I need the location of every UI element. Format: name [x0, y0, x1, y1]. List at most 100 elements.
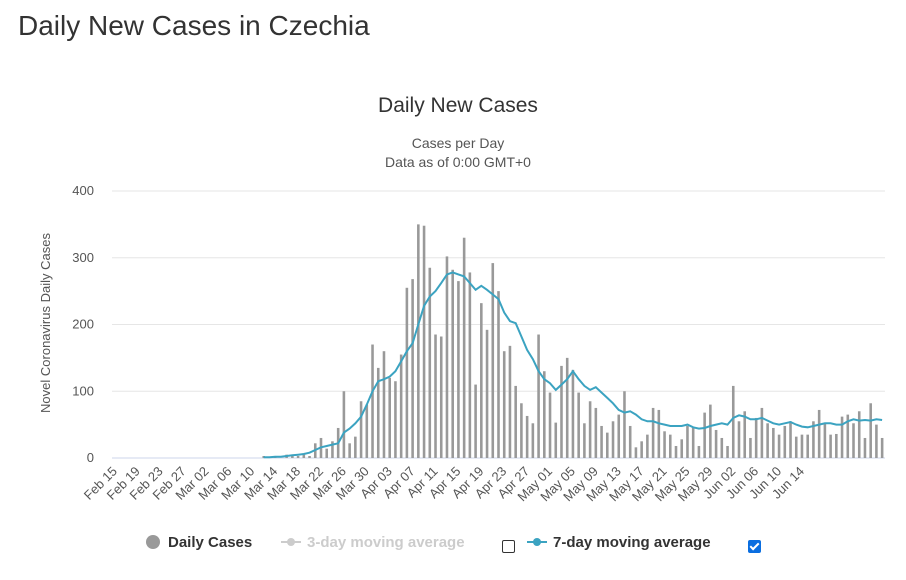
bar[interactable] — [411, 279, 414, 458]
bar[interactable] — [823, 423, 827, 458]
bar[interactable] — [623, 391, 626, 458]
bar[interactable] — [812, 421, 815, 458]
bar[interactable] — [651, 407, 655, 458]
bar[interactable] — [376, 367, 380, 458]
bar[interactable] — [445, 256, 449, 458]
bar[interactable] — [600, 425, 603, 458]
bar[interactable] — [491, 263, 495, 458]
bar[interactable] — [783, 425, 787, 458]
bar[interactable] — [525, 415, 529, 458]
bar[interactable] — [611, 421, 615, 458]
bar[interactable] — [628, 425, 632, 458]
bar[interactable] — [772, 427, 775, 458]
bar[interactable] — [365, 404, 369, 458]
bar[interactable] — [394, 381, 397, 458]
bar[interactable] — [554, 422, 558, 458]
bar[interactable] — [686, 425, 689, 458]
bar[interactable] — [548, 392, 552, 458]
bar[interactable] — [302, 454, 306, 458]
bar[interactable] — [857, 411, 861, 458]
bar[interactable] — [817, 409, 821, 458]
bar[interactable] — [697, 445, 701, 458]
bar[interactable] — [531, 423, 535, 458]
bar[interactable] — [308, 455, 311, 458]
bar[interactable] — [348, 443, 351, 458]
bar[interactable] — [399, 354, 403, 458]
bar[interactable] — [371, 344, 374, 458]
bar[interactable] — [565, 357, 569, 458]
bar[interactable] — [462, 237, 466, 458]
bar[interactable] — [634, 447, 638, 458]
bar[interactable] — [382, 351, 386, 458]
bar[interactable] — [417, 224, 420, 458]
bar[interactable] — [835, 433, 838, 458]
bar[interactable] — [480, 303, 483, 458]
bar[interactable] — [502, 351, 506, 458]
bar[interactable] — [331, 441, 334, 458]
bar[interactable] — [405, 287, 409, 458]
bar[interactable] — [520, 403, 523, 458]
bar[interactable] — [583, 423, 586, 458]
bar[interactable] — [497, 291, 500, 458]
bar[interactable] — [485, 329, 489, 458]
bar[interactable] — [703, 412, 706, 458]
bar[interactable] — [880, 437, 884, 458]
legend-daily-cases[interactable]: Daily Cases — [146, 534, 252, 551]
bar[interactable] — [474, 384, 477, 458]
bar[interactable] — [354, 436, 357, 458]
bar[interactable] — [537, 334, 540, 458]
bar[interactable] — [680, 439, 684, 458]
bar[interactable] — [588, 401, 592, 458]
bar[interactable] — [789, 421, 792, 458]
bar[interactable] — [731, 385, 735, 458]
bar[interactable] — [806, 434, 809, 458]
bar[interactable] — [646, 434, 649, 458]
bar[interactable] — [291, 454, 294, 458]
bar[interactable] — [709, 404, 712, 458]
bar[interactable] — [875, 424, 878, 458]
bar[interactable] — [606, 432, 609, 458]
legend-7day-average[interactable]: 7-day moving average — [527, 534, 711, 551]
bar[interactable] — [691, 427, 695, 458]
bar[interactable] — [468, 272, 472, 458]
bar[interactable] — [794, 436, 798, 458]
bar[interactable] — [829, 434, 832, 458]
checkbox-7day-average[interactable] — [748, 540, 761, 553]
bar[interactable] — [342, 391, 346, 458]
bar[interactable] — [760, 407, 764, 458]
bar[interactable] — [754, 417, 758, 458]
bar[interactable] — [749, 437, 752, 458]
bar[interactable] — [737, 421, 741, 458]
bar[interactable] — [422, 225, 426, 458]
checkbox-3day-average[interactable] — [502, 540, 515, 553]
bar[interactable] — [743, 411, 747, 458]
bar[interactable] — [514, 385, 517, 458]
bar[interactable] — [543, 371, 546, 458]
bar[interactable] — [359, 401, 363, 458]
bar[interactable] — [508, 345, 512, 458]
bar[interactable] — [439, 336, 443, 458]
bar[interactable] — [657, 409, 661, 458]
bar[interactable] — [840, 416, 844, 458]
bar[interactable] — [714, 429, 718, 458]
bar[interactable] — [451, 269, 454, 458]
bar[interactable] — [571, 369, 575, 458]
bar[interactable] — [852, 423, 855, 458]
bar[interactable] — [846, 414, 850, 458]
bar[interactable] — [325, 448, 329, 458]
bar[interactable] — [434, 334, 437, 458]
bar[interactable] — [296, 455, 300, 458]
bar[interactable] — [388, 377, 391, 458]
bar[interactable] — [457, 281, 460, 458]
bar[interactable] — [668, 434, 672, 458]
legend-3day-average[interactable]: 3-day moving average — [281, 534, 465, 551]
bar[interactable] — [577, 392, 580, 458]
bar[interactable] — [777, 434, 781, 458]
bar[interactable] — [863, 437, 867, 458]
bar[interactable] — [726, 445, 729, 458]
bar[interactable] — [674, 445, 678, 458]
bar[interactable] — [617, 414, 621, 458]
bar[interactable] — [663, 431, 666, 458]
bar[interactable] — [594, 407, 598, 458]
bar[interactable] — [640, 441, 643, 458]
